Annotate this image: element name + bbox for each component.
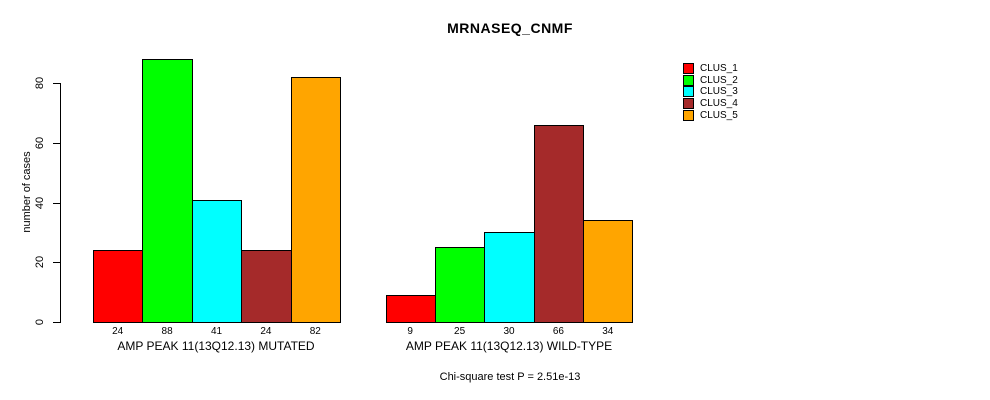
y-axis-tick: [53, 202, 60, 204]
y-axis-tick-label: 80: [34, 76, 46, 90]
y-axis-tick: [53, 142, 60, 144]
bar-value-label: 82: [309, 326, 321, 337]
legend-swatch: [683, 74, 694, 86]
bar-clus_3: [191, 199, 243, 323]
legend-swatch: [683, 63, 694, 74]
legend-label: CLUS_1: [700, 63, 738, 74]
legend-label: CLUS_4: [700, 98, 738, 110]
bar-value-label: 30: [503, 326, 515, 337]
legend-label: CLUS_2: [700, 74, 738, 86]
y-axis-tick: [53, 262, 60, 264]
group-label-wild-type: AMP PEAK 11(13Q12.13) WILD-TYPE: [405, 339, 613, 353]
y-axis-line: [60, 83, 61, 323]
y-axis-tick-label: 20: [34, 256, 46, 269]
bar-value-label: 24: [112, 326, 124, 337]
legend-swatch: [683, 86, 694, 98]
chart-title: MRNASEQ_CNMF: [447, 20, 573, 36]
legend-label: CLUS_5: [700, 109, 738, 121]
bar-clus_2: [142, 59, 193, 323]
group-label-mutated: AMP PEAK 11(13Q12.13) MUTATED: [117, 339, 315, 353]
chi-square-annotation: Chi-square test P = 2.51e-13: [439, 371, 581, 383]
bar-value-label: 34: [602, 326, 614, 337]
y-axis-tick-label: 0: [34, 318, 46, 326]
y-axis-label: number of cases: [21, 151, 33, 233]
y-axis-tick: [53, 83, 60, 84]
bar-value-label: 66: [552, 326, 564, 337]
y-axis-tick: [53, 322, 60, 323]
bar-value-label: 9: [407, 326, 413, 337]
legend-label: CLUS_3: [700, 86, 738, 98]
bar-value-label: 24: [260, 326, 272, 337]
bar-clus_2: [434, 247, 486, 323]
bar-clus_5: [583, 220, 634, 323]
bar-clus_4: [533, 124, 585, 323]
bar-clus_1: [385, 295, 436, 323]
bar-clus_3: [484, 232, 535, 323]
bar-clus_5: [290, 77, 341, 323]
y-axis-tick-label: 60: [34, 136, 46, 149]
bar-value-label: 88: [161, 326, 173, 337]
bar-value-label: 41: [210, 326, 223, 337]
bar-clus_1: [93, 250, 144, 323]
bar-clus_4: [241, 250, 292, 323]
legend-swatch: [683, 109, 694, 121]
y-axis-tick-label: 40: [34, 196, 46, 209]
legend-swatch: [683, 98, 694, 110]
bar-value-label: 25: [454, 326, 466, 337]
